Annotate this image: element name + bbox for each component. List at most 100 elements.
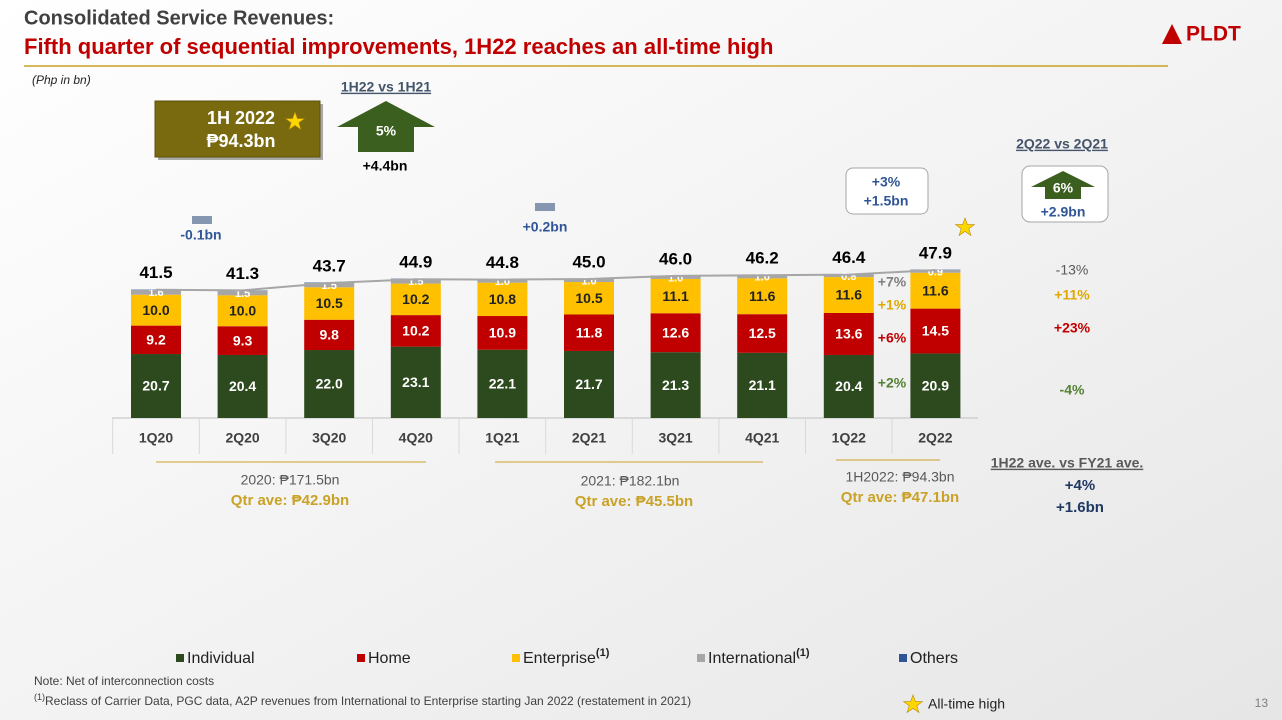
bar-segment [217,295,268,327]
star-icon [284,111,306,131]
bar-segment [390,278,441,284]
total-label: 43.7 [313,256,346,275]
bar-segment [823,274,874,278]
total-trend [155,268,936,292]
h1-box [154,100,321,158]
qoq-change: +2% [878,375,907,391]
ave-vs-title: 1H22 ave. vs FY21 ave. [991,455,1144,471]
yoy-change: +23% [1054,320,1091,336]
period-total: 2020: ₱171.5bn [241,472,340,488]
value-label: 11.6 [749,288,776,304]
callout-box [845,167,929,215]
value-label: 1.5 [322,280,337,292]
bar-segment [304,350,355,418]
legend-note: (1) [796,647,810,659]
bar-segment [737,352,788,418]
legend-note: (1) [596,647,610,659]
bar-segment [217,326,268,355]
legend-name: Home [368,650,411,667]
value-label: 11.1 [662,288,689,304]
bar-segment [131,289,181,295]
value-label: 10.0 [229,302,256,318]
h1-label: 1H 2022 [207,108,275,128]
bar-segment [477,316,528,350]
value-label: 20.7 [142,378,169,394]
total-label: 41.3 [226,264,259,283]
callout-dash [192,216,212,224]
star-legend: All-time high [928,696,1005,712]
period-ave: Qtr ave: ₱42.9bn [231,492,349,509]
bar-segment [304,287,355,320]
legend-name: International [708,650,796,667]
yoy-change: +11% [1054,287,1090,303]
qoq-change: +1% [878,297,907,313]
bar-segment [131,294,181,326]
ave-vs-pct: +4% [1065,477,1095,494]
value-label: 9.8 [319,327,339,343]
legend-name: Enterprise [523,650,596,667]
legend-swatch [512,654,520,662]
bar-segment [823,312,874,355]
period-total: 2021: ₱182.1bn [581,473,680,489]
value-label: 21.3 [662,377,689,393]
bar-segment [823,277,874,313]
callout-2021: +0.2bn [523,219,568,235]
note-mark: (1) [34,692,45,702]
x-tick-label: 1Q22 [832,430,866,446]
bar-segment [390,346,441,418]
legend-swatch [899,654,907,662]
value-label: 10.0 [142,302,169,318]
value-label: 23.1 [402,374,429,390]
bar-segment [910,308,961,354]
bar-segment [304,282,355,288]
q2-vs-abs: +2.9bn [1041,204,1086,220]
qoq-change: +7% [878,274,907,290]
value-label: 22.0 [316,376,343,392]
bar-segment [737,314,788,353]
value-label: 0.8 [841,271,856,283]
legend-entry: Enterprise(1) [523,647,610,667]
x-tick-label: 3Q20 [312,430,346,446]
bar-segment [477,349,528,418]
q2-vs-title: 2Q22 vs 2Q21 [1016,136,1108,152]
total-label: 41.5 [139,263,172,282]
value-label: 1.0 [755,272,770,284]
legend-swatch [357,654,365,662]
total-label: 47.9 [919,243,952,262]
x-tick-label: 2Q22 [918,430,952,446]
bar-segment [477,282,528,317]
value-label: 21.1 [749,377,776,393]
bar-segment [737,278,788,315]
bar-segment [564,278,614,283]
period-ave: Qtr ave: ₱45.5bn [575,493,693,510]
value-label: 22.1 [489,376,516,392]
title: Consolidated Service Revenues: [24,7,334,29]
total-label: 46.2 [746,249,779,268]
bar-segment [650,313,701,353]
x-tick-label: 4Q20 [399,430,433,446]
value-label: 1.5 [408,276,423,288]
legend-entry: Others [910,650,958,667]
up-arrow [337,101,435,152]
bar-segment [650,278,701,314]
bar-segment [217,290,268,296]
value-label: 1.0 [581,275,596,287]
callout-dash [535,203,555,211]
bar-segment [390,283,441,316]
value-label: 20.4 [835,378,862,394]
value-label: 10.5 [575,290,602,306]
up-arrow [1031,171,1095,199]
value-label: 10.5 [316,295,343,311]
h1-vs-abs: +4.4bn [363,158,408,174]
chart: 1Q2020.79.210.01.641.52Q2020.49.310.01.5… [112,243,1091,667]
bar-segment [131,325,181,355]
value-label: 1.0 [668,272,683,284]
value-label: 10.8 [489,291,516,307]
bar-segment [217,354,268,418]
bar-segment [650,352,701,418]
callout-abs: +1.5bn [864,193,909,209]
x-tick-label: 2Q21 [572,430,606,446]
legend-swatch [697,654,705,662]
h1-vs-title: 1H22 vs 1H21 [341,79,432,95]
